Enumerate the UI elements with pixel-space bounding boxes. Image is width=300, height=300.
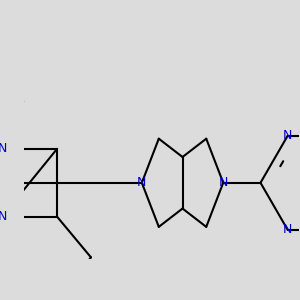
Text: N: N — [283, 129, 292, 142]
Text: N: N — [0, 210, 8, 223]
Text: N: N — [283, 223, 292, 236]
Text: N: N — [137, 176, 146, 189]
Text: N: N — [0, 142, 8, 155]
Text: N: N — [218, 176, 228, 189]
